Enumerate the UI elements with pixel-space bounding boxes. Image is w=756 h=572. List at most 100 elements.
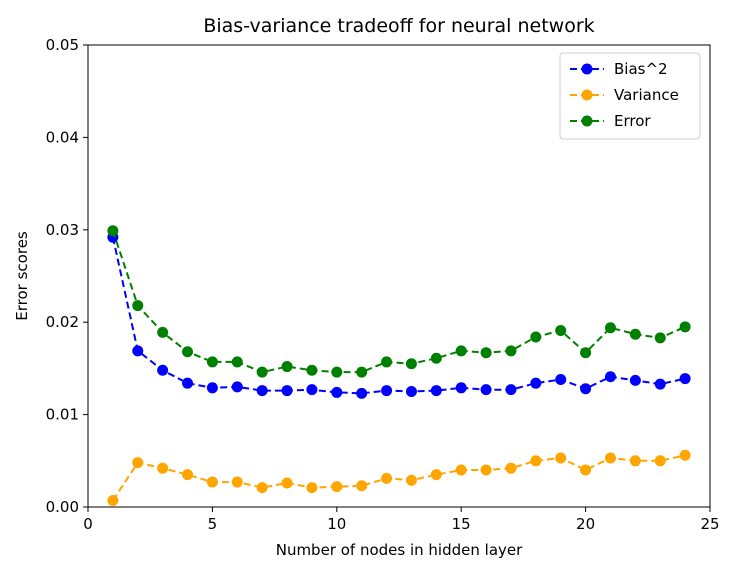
data-point (629, 374, 641, 386)
data-point (356, 387, 368, 399)
data-point (505, 384, 517, 396)
data-point (132, 300, 144, 312)
data-point (231, 476, 243, 488)
data-point (256, 385, 268, 397)
data-point (555, 373, 567, 385)
data-point (281, 385, 293, 397)
data-point (480, 347, 492, 359)
data-point (480, 464, 492, 476)
data-point (505, 462, 517, 474)
data-point (405, 474, 417, 486)
data-point (430, 385, 442, 397)
data-point (256, 482, 268, 494)
legend-entry: Error (570, 112, 651, 130)
y-tick-label: 0.04 (46, 128, 79, 146)
legend-marker (581, 115, 593, 127)
series-line (111, 236, 686, 395)
data-point (107, 495, 119, 507)
plot-area-frame (87, 44, 711, 508)
data-point (256, 366, 268, 378)
data-point (405, 386, 417, 397)
data-point (604, 371, 616, 383)
legend: Bias^2 Variance Error (559, 52, 701, 140)
y-axis: 0.00 0.01 0.02 0.03 0.04 0.05 (46, 36, 88, 516)
legend-entry: Bias^2 (570, 60, 668, 78)
x-tick-label: 20 (576, 515, 595, 533)
data-point (580, 383, 592, 395)
data-point (331, 481, 343, 493)
data-point (480, 384, 492, 396)
data-point (182, 377, 194, 389)
data-point (629, 328, 641, 340)
data-point (182, 346, 194, 358)
y-tick-label: 0.05 (46, 36, 79, 54)
data-point (157, 326, 169, 338)
data-point (629, 455, 641, 467)
data-point (654, 455, 666, 467)
data-point (654, 332, 666, 344)
data-point (679, 449, 691, 461)
data-point (281, 361, 293, 373)
y-tick-label: 0.03 (46, 221, 79, 239)
series-layer (107, 225, 691, 507)
data-point (580, 347, 592, 359)
data-point (555, 325, 567, 337)
data-point (679, 373, 691, 385)
data-point (132, 457, 144, 469)
data-point (430, 352, 442, 364)
data-point (157, 364, 169, 376)
legend-entry: Variance (570, 86, 679, 104)
x-axis-label: Number of nodes in hidden layer (276, 541, 523, 559)
data-point (306, 364, 318, 376)
data-point (580, 464, 592, 476)
data-point (206, 356, 218, 368)
data-point (132, 345, 144, 357)
data-point (231, 356, 243, 368)
series-variance (107, 449, 691, 507)
data-point (306, 384, 318, 396)
data-point (530, 331, 542, 343)
x-tick-label: 5 (208, 515, 218, 533)
series-bias-2 (107, 231, 691, 399)
data-point (455, 464, 467, 476)
data-point (356, 366, 368, 378)
data-point (107, 225, 119, 237)
x-tick-label: 10 (327, 515, 346, 533)
data-point (555, 452, 567, 464)
data-point (530, 377, 542, 389)
data-point (430, 469, 442, 481)
data-point (679, 321, 691, 333)
x-tick-label: 25 (700, 515, 719, 533)
data-point (157, 462, 169, 474)
data-point (281, 477, 293, 489)
legend-marker (581, 63, 593, 75)
y-axis-label: Error scores (13, 231, 31, 321)
y-tick-label: 0.00 (46, 498, 79, 516)
data-point (405, 358, 417, 370)
data-point (654, 378, 666, 390)
legend-box (559, 52, 701, 140)
data-point (505, 345, 517, 357)
legend-marker (581, 89, 593, 101)
series-error (107, 225, 691, 378)
data-point (356, 480, 368, 492)
data-point (331, 366, 343, 378)
y-tick-label: 0.01 (46, 406, 79, 424)
data-point (381, 472, 393, 484)
data-point (306, 482, 318, 494)
data-point (231, 381, 243, 393)
data-point (530, 455, 542, 467)
x-tick-label: 0 (83, 515, 93, 533)
data-point (182, 469, 194, 481)
legend-label: Error (614, 112, 651, 130)
data-point (455, 345, 467, 357)
data-point (604, 322, 616, 334)
legend-label: Bias^2 (614, 60, 668, 78)
data-point (381, 385, 393, 397)
data-point (455, 382, 467, 394)
x-axis: 0 5 10 15 20 25 (83, 507, 720, 533)
data-point (331, 386, 343, 398)
data-point (206, 476, 218, 488)
legend-label: Variance (614, 86, 679, 104)
